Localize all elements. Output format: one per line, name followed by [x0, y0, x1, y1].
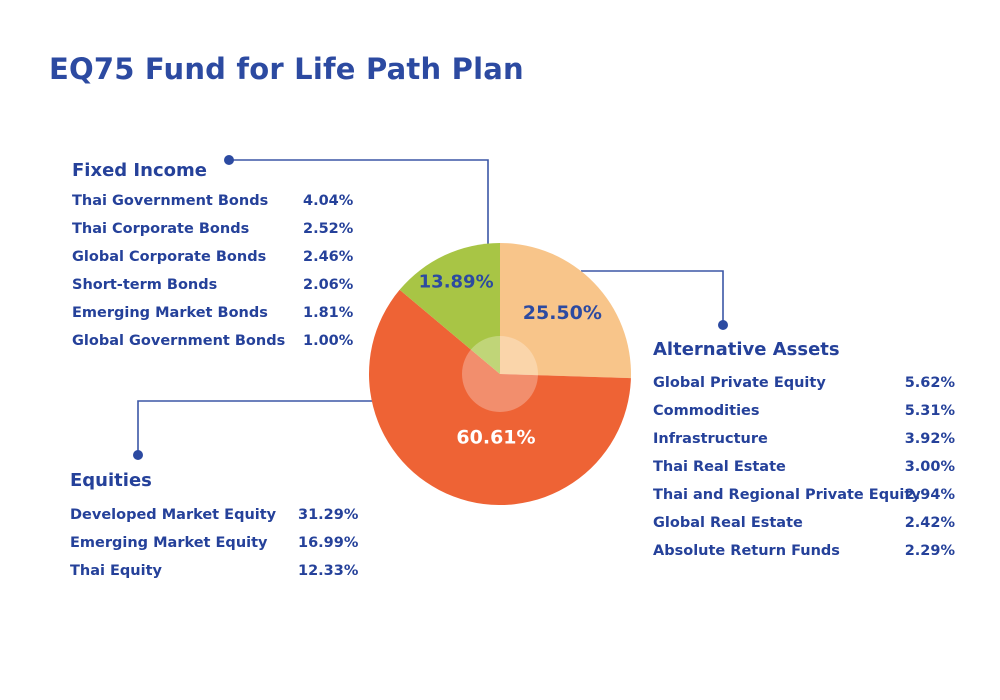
pie-center-highlight	[462, 336, 538, 412]
pie-label-alternative-assets: 25.50%	[523, 302, 602, 324]
pie-label-equities: 60.61%	[456, 427, 535, 449]
asset-percent: 2.42%	[904, 515, 955, 531]
asset-percent: 2.46%	[303, 249, 354, 265]
asset-percent: 16.99%	[298, 535, 359, 551]
equities-group: Equities Developed Market Equity 31.29% Em…	[70, 470, 358, 579]
asset-label: Global Government Bonds	[72, 333, 286, 349]
pie-slice-alternative-assets	[500, 243, 632, 379]
pie-slice-equities	[369, 289, 631, 505]
asset-label: Global Corporate Bonds	[72, 249, 267, 265]
fixed-income-group: Fixed Income Thai Government Bonds 4.04% T…	[72, 160, 353, 349]
alternative-assets-group: Alternative Assets Global Private Equity…	[653, 339, 955, 559]
asset-percent: 12.33%	[298, 563, 359, 579]
fixed-income-title: Fixed Income	[72, 160, 207, 181]
asset-label: Short-term Bonds	[72, 277, 218, 293]
asset-label: Thai Equity	[70, 563, 162, 579]
fixed-income-connector	[229, 159, 489, 244]
asset-label: Emerging Market Equity	[70, 535, 268, 551]
equities-title: Equities	[70, 470, 152, 491]
pie-label-fixed-income: 13.89%	[419, 272, 494, 293]
asset-label: Thai Corporate Bonds	[72, 221, 250, 237]
asset-label: Infrastructure	[653, 431, 768, 447]
asset-label: Absolute Return Funds	[653, 543, 840, 559]
asset-percent: 2.52%	[303, 221, 354, 237]
asset-label: Emerging Market Bonds	[72, 305, 268, 321]
asset-label: Global Real Estate	[653, 515, 803, 531]
asset-percent: 2.94%	[904, 487, 955, 503]
pie	[369, 243, 632, 505]
asset-label: Commodities	[653, 403, 760, 419]
equities-connector	[137, 400, 372, 455]
asset-percent: 1.81%	[303, 305, 354, 321]
equities-connector-dot	[133, 450, 143, 460]
asset-label: Developed Market Equity	[70, 507, 277, 523]
alternative-assets-connector	[581, 270, 724, 325]
asset-label: Global Private Equity	[653, 375, 826, 391]
page-title: EQ75 Fund for Life Path Plan	[49, 52, 524, 86]
asset-label: Thai Real Estate	[653, 459, 786, 475]
asset-percent: 3.00%	[904, 459, 955, 475]
fixed-income-connector-dot	[224, 155, 234, 165]
asset-label: Thai and Regional Private Equity	[653, 487, 921, 503]
asset-percent: 31.29%	[298, 507, 359, 523]
asset-percent: 2.29%	[904, 543, 955, 559]
asset-percent: 3.92%	[904, 431, 955, 447]
alternative-assets-title: Alternative Assets	[653, 339, 840, 360]
connector-lines	[133, 155, 728, 460]
asset-percent: 1.00%	[303, 333, 354, 349]
pie-slice-fixed-income	[399, 243, 500, 374]
asset-label: Thai Government Bonds	[72, 193, 269, 209]
asset-percent: 5.62%	[904, 375, 955, 391]
asset-percent: 5.31%	[904, 403, 955, 419]
alternative-assets-connector-dot	[718, 320, 728, 330]
pie-labels: 25.50% 60.61% 13.89%	[419, 272, 602, 449]
asset-percent: 4.04%	[303, 193, 354, 209]
asset-percent: 2.06%	[303, 277, 354, 293]
